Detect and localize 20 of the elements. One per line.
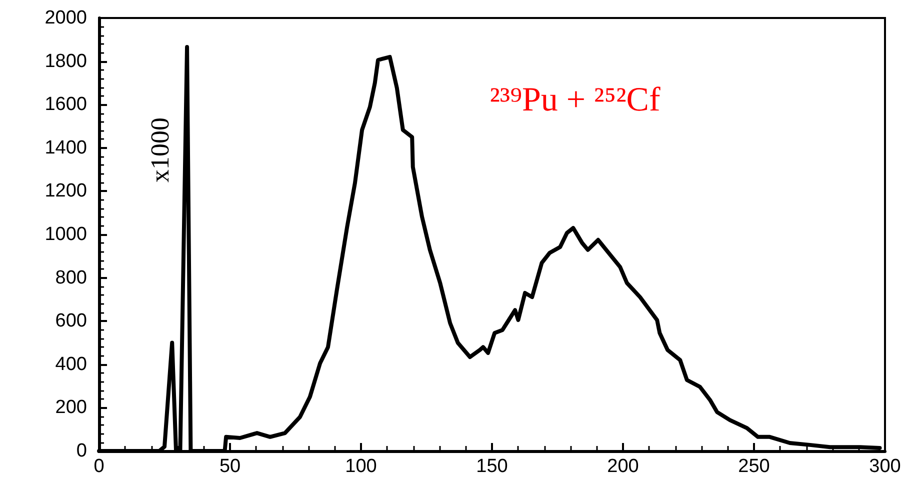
y-tick-label: 400: [55, 354, 87, 375]
x-tick-label: 250: [738, 456, 770, 477]
annotation: x1000: [146, 118, 174, 182]
y-tick-label: 0: [76, 440, 87, 462]
y-tick-label: 1600: [44, 94, 87, 116]
x-tick-label: 300: [869, 456, 901, 477]
x-tick-label: 200: [607, 456, 639, 477]
y-tick-label: 800: [55, 267, 87, 288]
y-tick-label: 200: [55, 397, 87, 418]
y-tick-label: 1800: [44, 50, 87, 72]
x-tick-label: 100: [345, 456, 377, 477]
y-tick-label: 1400: [44, 137, 87, 158]
x-tick-label: 150: [476, 456, 508, 477]
y-tick-label: 600: [55, 310, 87, 332]
x-tick-label: 0: [94, 456, 104, 477]
annotation: ²³⁹Pu + ²⁵²Cf: [490, 82, 661, 118]
y-tick-label: 2000: [44, 8, 87, 28]
y-tick-label: 1000: [44, 224, 87, 245]
x-tick-label: 50: [219, 456, 241, 477]
y-tick-label: 1200: [44, 180, 87, 202]
